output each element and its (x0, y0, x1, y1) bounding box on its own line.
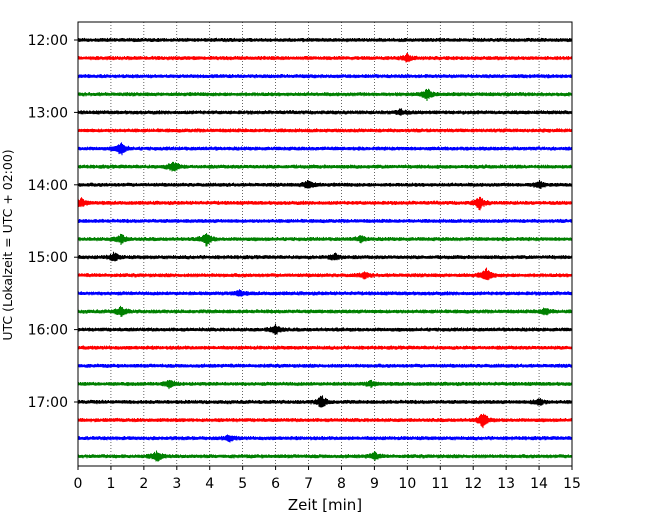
x-tick-label: 14 (530, 476, 548, 492)
trace-7 (77, 161, 573, 172)
x-tick-label: 8 (337, 476, 346, 492)
trace-14 (77, 289, 573, 297)
x-grid (110, 22, 540, 466)
x-tick-label: 0 (74, 476, 83, 492)
trace-17 (77, 345, 573, 350)
trace-18 (77, 363, 573, 369)
trace-21 (77, 413, 573, 429)
x-tick-label: 15 (563, 476, 581, 492)
y-axis: 12:00 13:00 14:00 15:00 16:00 17:00 (28, 33, 78, 411)
trace-22 (77, 434, 573, 443)
y-tick-label: 17:00 (28, 395, 68, 411)
y-tick-label: 16:00 (28, 323, 68, 339)
y-tick-label: 13:00 (28, 105, 68, 121)
trace-2 (77, 73, 573, 79)
trace-8 (77, 179, 573, 189)
trace-6 (77, 142, 573, 156)
trace-3 (77, 88, 573, 101)
trace-15 (77, 305, 573, 317)
trace-11 (77, 233, 573, 247)
x-tick-label: 11 (431, 476, 449, 492)
trace-10 (77, 218, 573, 224)
trace-0 (77, 37, 573, 43)
x-tick-label: 4 (205, 476, 214, 492)
trace-5 (77, 128, 573, 133)
x-tick-label: 3 (172, 476, 181, 492)
x-tick-label: 2 (139, 476, 148, 492)
trace-9 (77, 196, 573, 211)
x-tick-label: 12 (464, 476, 482, 492)
x-tick-label: 1 (106, 476, 115, 492)
trace-12 (77, 251, 573, 262)
plot-frame (77, 21, 573, 467)
x-tick-label: 6 (271, 476, 280, 492)
trace-16 (77, 323, 573, 335)
x-tick-label: 7 (304, 476, 313, 492)
x-axis-label: Zeit [min] (288, 496, 362, 514)
x-tick-label: 10 (398, 476, 416, 492)
y-tick-label: 12:00 (28, 33, 68, 49)
trace-19 (77, 379, 573, 390)
traces (77, 37, 573, 462)
y-tick-label: 15:00 (28, 250, 68, 266)
y-tick-label: 14:00 (28, 178, 68, 194)
trace-1 (77, 52, 573, 63)
x-tick-label: 13 (497, 476, 515, 492)
trace-4 (77, 108, 573, 116)
x-tick-label: 9 (370, 476, 379, 492)
x-axis: 0 1 2 3 4 5 6 7 8 9 10 11 12 13 14 15 (74, 466, 581, 492)
x-tick-label: 5 (238, 476, 247, 492)
trace-13 (77, 267, 573, 281)
trace-23 (77, 450, 573, 462)
y-axis-label: UTC (Lokalzeit = UTC + 02:00) (0, 149, 15, 340)
trace-20 (77, 395, 573, 408)
